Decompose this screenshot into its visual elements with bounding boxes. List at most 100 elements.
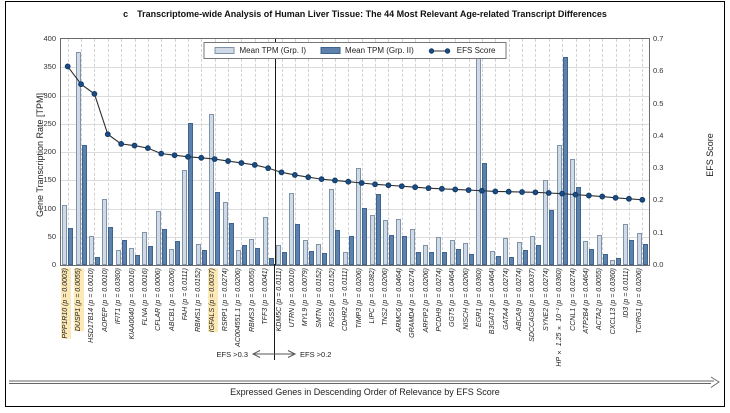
bar-grp1 [570, 158, 575, 265]
x-tick-label: NISCH (p = 0.0206) [462, 268, 470, 330]
bar-grp2 [348, 236, 354, 265]
bar-grp2 [121, 239, 127, 265]
bar-grp2 [255, 247, 261, 265]
grp1-swatch-icon [214, 47, 235, 54]
bar-grp1 [556, 145, 562, 265]
efs-point [545, 190, 552, 196]
x-tick-label: HSD17B14 (p = 0.0010) [88, 268, 96, 343]
x-tick-label: AOPEP (p = 0.0010) [101, 268, 109, 332]
x-tick-label: ARFIP2 (p = 0.0206) [422, 268, 430, 333]
bar-grp1 [169, 248, 175, 265]
efs-point [78, 81, 84, 88]
divider-line [274, 39, 276, 265]
bar-grp2 [482, 163, 488, 265]
v-gridline [254, 39, 256, 265]
bar-grp2 [335, 229, 341, 265]
x-tick-label: FLNA (p = 0.0016) [141, 268, 149, 326]
v-gridline [94, 39, 96, 265]
v-gridline [575, 39, 577, 265]
efs-point [171, 152, 178, 159]
x-tick-label: UTRN (p = 0.0010) [288, 268, 296, 328]
x-tick-label: HP × 1.25 × 10⁻² (p = 0.0360) [556, 268, 564, 367]
bar-grp2 [268, 257, 274, 265]
y-tick-label-left: 50 [47, 231, 56, 241]
efs-point [425, 185, 432, 192]
v-gridline [522, 39, 524, 265]
divider-arrow-icon [251, 350, 297, 358]
bar-grp1 [249, 239, 255, 265]
bar-grp2 [388, 234, 394, 265]
x-tick-label: GGT5 (p = 0.0464) [449, 268, 457, 327]
bar-grp2 [415, 252, 421, 265]
v-gridline [481, 39, 483, 265]
v-gridline [468, 39, 470, 265]
bar-grp2 [629, 240, 635, 265]
bar-grp1 [209, 113, 215, 265]
v-gridline [228, 39, 230, 265]
v-gridline [375, 39, 377, 265]
v-gridline [201, 39, 203, 265]
h-gridline [61, 95, 649, 97]
plot-area: Mean TPM (Grp. I) Mean TPM (Grp. II) EFS… [60, 38, 650, 266]
bar-grp2 [282, 252, 287, 265]
bar-grp1 [636, 232, 642, 265]
bar-grp2 [522, 250, 528, 265]
v-gridline [334, 39, 336, 265]
v-gridline [308, 39, 310, 265]
efs-point [585, 192, 592, 199]
bar-grp2 [375, 193, 381, 265]
efs-point [265, 165, 272, 172]
bar-grp2 [602, 253, 608, 265]
v-gridline [107, 39, 109, 265]
v-gridline [268, 39, 270, 265]
h-gridline [61, 123, 649, 125]
y-tick-label-left: 300 [43, 90, 56, 100]
bar-grp2 [201, 249, 207, 265]
efs-point [345, 178, 352, 185]
x-tick-label: DUSP1 (p = 0.0055) [74, 268, 85, 332]
bar-grp1 [115, 250, 121, 265]
y-tick-label-left: 350 [43, 62, 56, 72]
relevance-arrow-icon [9, 376, 720, 388]
efs-line-marker-icon [429, 47, 451, 54]
x-tick-label: MYL9 (p = 0.0079) [302, 268, 310, 327]
efs-point [639, 196, 646, 203]
y-tick-label-left: 0 [51, 260, 56, 269]
v-gridline [455, 39, 457, 265]
efs-point [238, 160, 245, 166]
x-tick-label: GATA4 (p = 0.0274) [502, 268, 510, 330]
v-gridline [441, 39, 443, 265]
v-gridline [67, 39, 69, 265]
bar-grp1 [155, 211, 161, 265]
v-gridline [401, 39, 403, 265]
x-tick-label: ABCB1 (p = 0.0206) [168, 268, 176, 331]
x-tick-label: KDM5C (p = 0.0111) [275, 268, 283, 332]
v-gridline [294, 39, 296, 265]
bar-grp2 [495, 255, 501, 265]
efs-point [372, 181, 378, 188]
v-gridline [134, 39, 136, 265]
bar-grp1 [302, 239, 308, 265]
h-gridline [61, 152, 649, 153]
bar-grp1 [489, 250, 495, 265]
v-gridline [321, 39, 323, 265]
bar-grp1 [195, 244, 201, 265]
efs-point [412, 184, 419, 191]
legend-grp2-label: Mean TPM (Grp. II) [345, 46, 414, 55]
bar-grp1 [503, 237, 509, 265]
efs-point [291, 172, 298, 178]
bar-grp1 [62, 204, 68, 265]
bar-grp1 [182, 170, 188, 265]
bar-grp1 [396, 219, 402, 265]
figure-frame [5, 1, 725, 407]
bar-grp1 [235, 250, 241, 265]
x-tick-label: EGR1 (p = 0.0360) [475, 268, 483, 327]
efs-point [144, 145, 151, 152]
bar-grp2 [175, 240, 181, 265]
legend-item-grp2: Mean TPM (Grp. II) [320, 46, 414, 55]
bar-grp1 [276, 245, 281, 265]
h-gridline [61, 236, 649, 238]
h-gridline [61, 67, 649, 69]
v-gridline [428, 39, 430, 265]
